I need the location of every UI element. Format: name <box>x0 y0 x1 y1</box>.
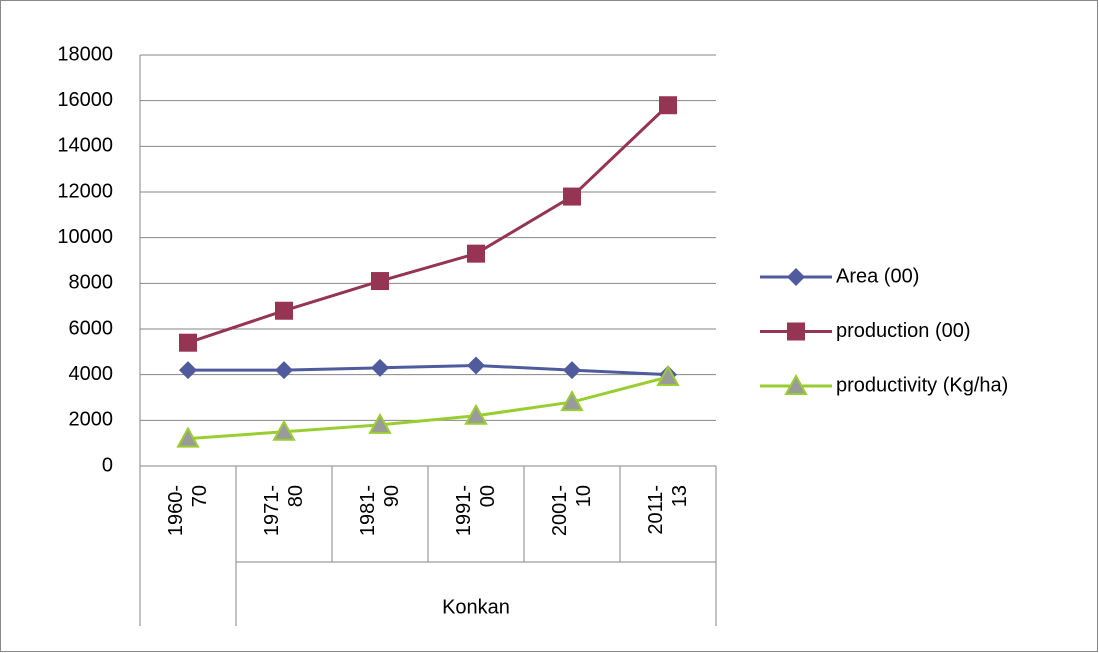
y-tick-label: 0 <box>102 454 113 476</box>
legend-marker <box>784 373 808 395</box>
marker <box>275 361 293 380</box>
x-tick-label: 1991-00 <box>453 485 499 537</box>
y-tick-label: 2000 <box>69 409 114 431</box>
y-tick-label: 6000 <box>69 317 114 339</box>
marker <box>560 390 584 412</box>
legend-label: Area (00) <box>836 265 919 287</box>
y-tick-label: 10000 <box>57 226 113 248</box>
y-tick-label: 8000 <box>69 272 114 294</box>
x-tick-label: 1971-80 <box>261 485 307 537</box>
y-tick-label: 18000 <box>57 43 113 65</box>
marker <box>179 361 197 380</box>
marker <box>467 244 485 263</box>
marker <box>275 301 293 320</box>
x-tick-label: 2011-13 <box>645 485 691 535</box>
x-tick-label: 2001-10 <box>549 485 595 537</box>
marker <box>659 96 677 115</box>
marker <box>563 361 581 380</box>
marker <box>371 272 389 291</box>
series-line <box>187 104 670 345</box>
x-tick-label: 1960-70 <box>165 485 211 537</box>
y-tick-label: 16000 <box>57 89 113 111</box>
legend-marker <box>787 322 805 341</box>
legend-label: production (00) <box>836 320 971 342</box>
legend-marker <box>787 268 805 286</box>
marker <box>467 356 485 375</box>
y-tick-label: 12000 <box>57 180 113 202</box>
y-tick-label: 14000 <box>57 135 113 157</box>
legend-label: productivity (Kg/ha) <box>836 374 1008 396</box>
marker <box>368 412 392 434</box>
marker <box>656 364 680 386</box>
marker <box>464 403 488 425</box>
marker <box>371 358 389 377</box>
marker <box>179 333 197 352</box>
marker <box>563 187 581 206</box>
series-line <box>187 375 669 441</box>
group-label: Konkan <box>442 596 510 618</box>
marker <box>272 419 296 441</box>
x-tick-label: 1981-90 <box>357 485 403 537</box>
marker <box>176 426 200 448</box>
series-line <box>188 364 669 377</box>
y-tick-label: 4000 <box>69 363 114 385</box>
